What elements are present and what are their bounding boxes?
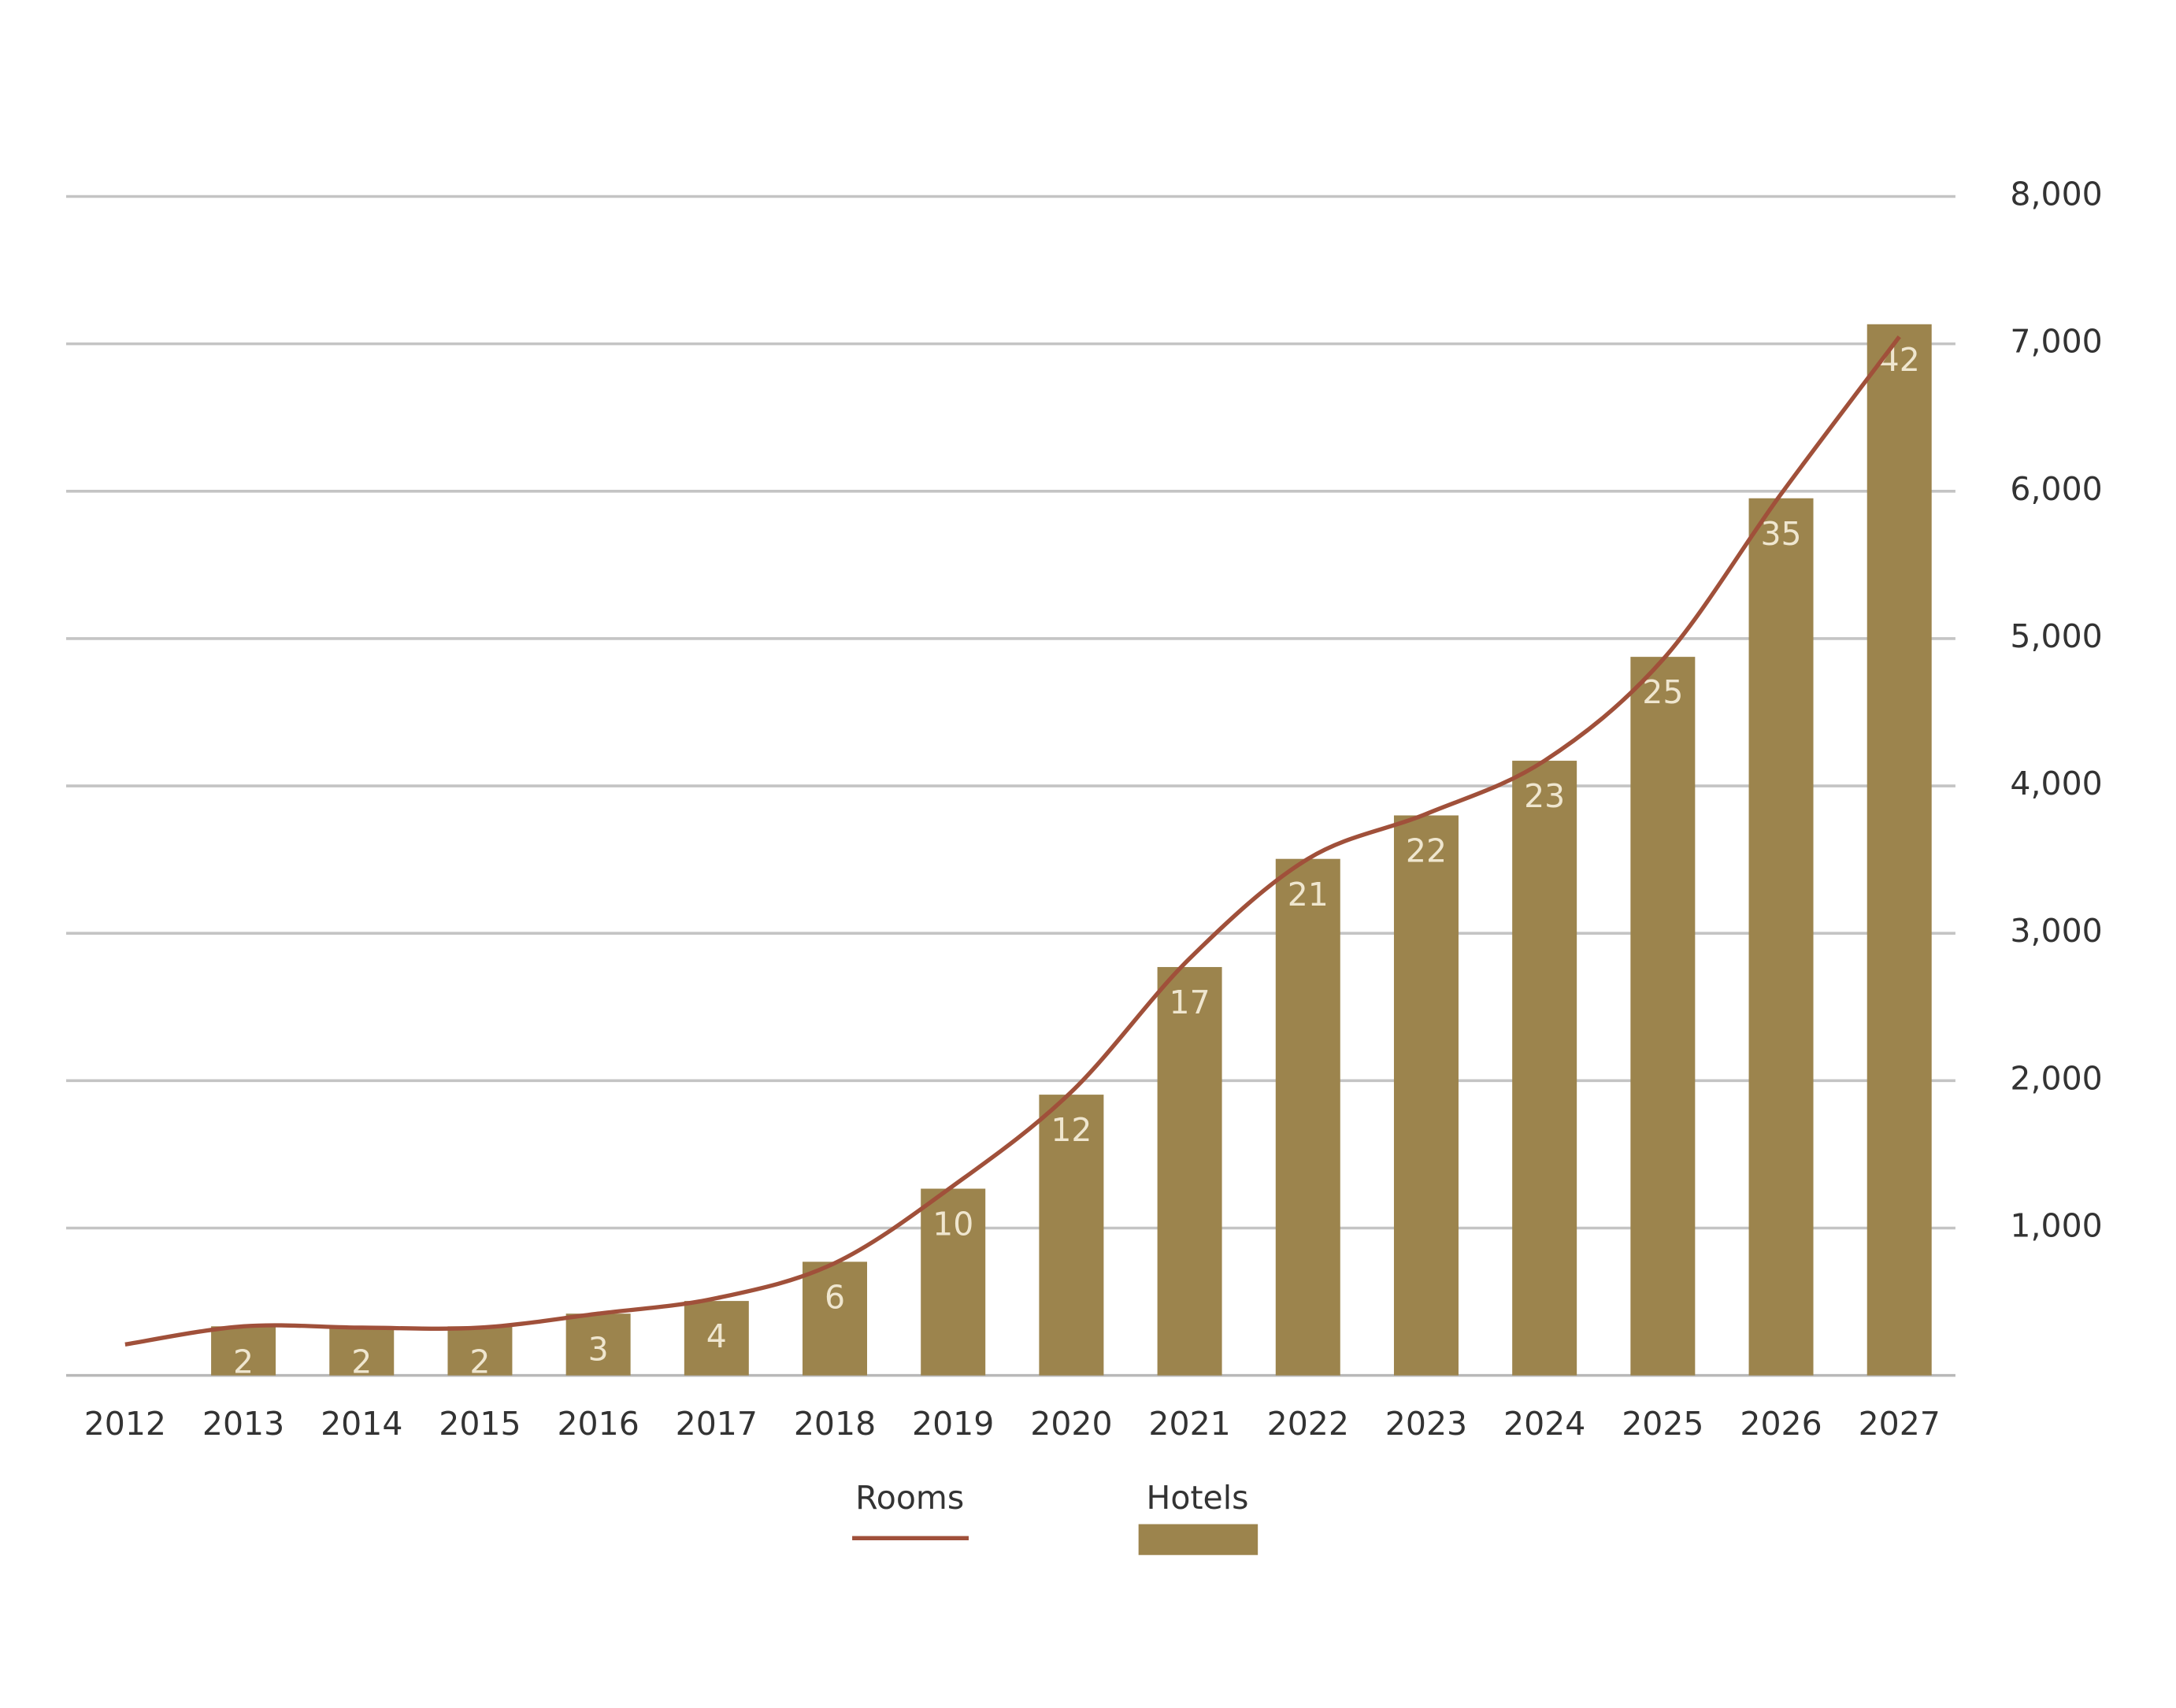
- value-label: 25: [1642, 673, 1683, 711]
- legend-label: Rooms: [855, 1479, 964, 1517]
- x-tick-label: 2016: [557, 1405, 639, 1443]
- bar: [684, 1301, 749, 1376]
- bar: [1039, 1095, 1104, 1376]
- value-label: 35: [1760, 515, 1801, 553]
- legend-label: Hotels: [1147, 1479, 1249, 1517]
- y-tick-label: 5,000: [2010, 617, 2102, 655]
- value-label: 21: [1288, 876, 1329, 913]
- bar: [921, 1188, 986, 1376]
- y-tick-label: 2,000: [2010, 1059, 2102, 1097]
- value-label: 23: [1524, 777, 1565, 815]
- value-label: 4: [706, 1317, 727, 1355]
- x-tick-label: 2023: [1385, 1405, 1467, 1443]
- bar: [211, 1326, 276, 1376]
- legend-swatch: [1138, 1524, 1259, 1555]
- value-label: 6: [825, 1278, 845, 1316]
- x-tick-label: 2025: [1622, 1405, 1703, 1443]
- value-label: 12: [1051, 1111, 1092, 1149]
- x-tick-label: 2027: [1859, 1405, 1941, 1443]
- line: [124, 335, 1901, 1347]
- bar: [329, 1326, 395, 1376]
- bar: [1157, 967, 1222, 1376]
- value-label: 10: [932, 1206, 973, 1243]
- bar: [1393, 815, 1459, 1376]
- bar: [447, 1326, 513, 1376]
- x-tick-label: 2015: [439, 1405, 521, 1443]
- x-tick-label: 2026: [1740, 1405, 1822, 1443]
- bar: [1630, 657, 1696, 1376]
- x-tick-label: 2019: [912, 1405, 994, 1443]
- y-tick-label: 7,000: [2010, 323, 2102, 361]
- value-label: 22: [1406, 832, 1447, 870]
- x-tick-label: 2018: [794, 1405, 876, 1443]
- x-tick-label: 2014: [321, 1405, 402, 1443]
- y-tick-label: 6,000: [2010, 470, 2102, 508]
- bar: [565, 1313, 631, 1376]
- x-tick-label: 2013: [202, 1405, 284, 1443]
- bar: [1748, 498, 1814, 1376]
- y-tick-label: 3,000: [2010, 912, 2102, 950]
- value-label: 2: [233, 1343, 254, 1380]
- x-tick-label: 2012: [84, 1405, 166, 1443]
- bar: [803, 1262, 868, 1376]
- x-tick-label: 2021: [1148, 1405, 1230, 1443]
- bar: [1512, 761, 1577, 1376]
- y-tick-label: 1,000: [2010, 1206, 2102, 1244]
- x-tick-label: 2020: [1030, 1405, 1112, 1443]
- x-tick-label: 2022: [1267, 1405, 1349, 1443]
- value-label: 42: [1879, 341, 1920, 379]
- bar: [1275, 858, 1340, 1376]
- y-tick-label: 4,000: [2010, 765, 2102, 802]
- y-tick-label: 8,000: [2010, 176, 2102, 213]
- x-tick-label: 2024: [1503, 1405, 1585, 1443]
- x-tick-label: 2017: [676, 1405, 758, 1443]
- value-label: 2: [469, 1343, 490, 1380]
- value-label: 17: [1170, 984, 1210, 1021]
- value-label: 3: [588, 1330, 609, 1368]
- value-label: 2: [351, 1343, 372, 1380]
- bar: [1866, 324, 1932, 1376]
